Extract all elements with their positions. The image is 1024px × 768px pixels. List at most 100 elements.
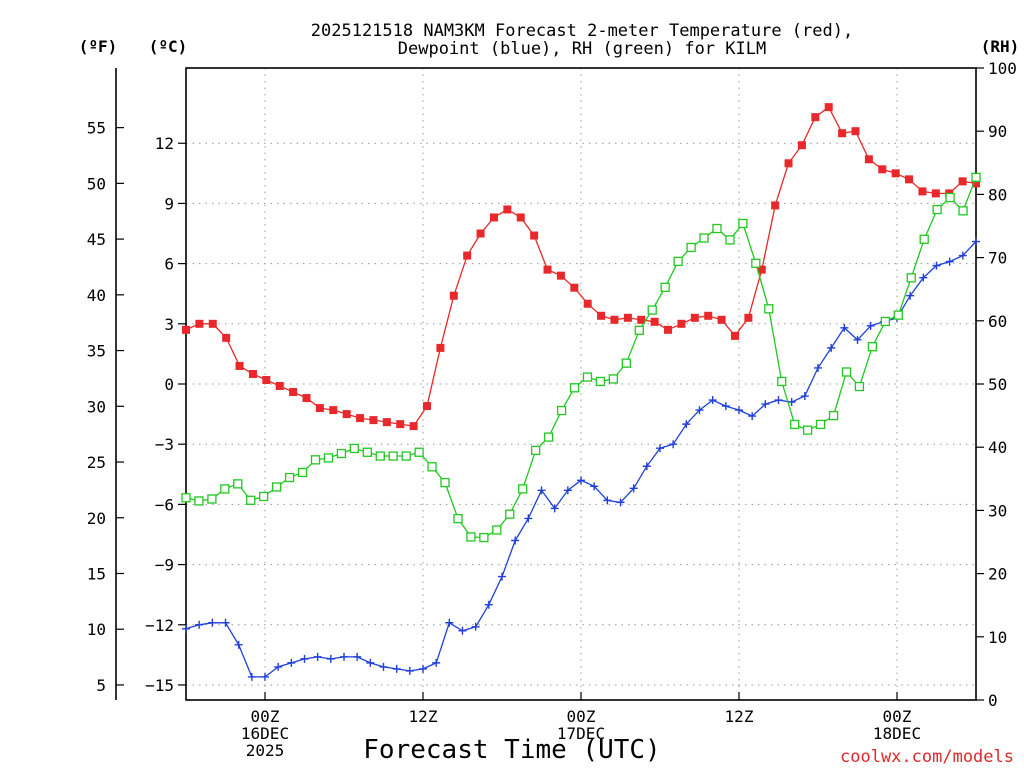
x-axis-title: Forecast Time (UTC) — [363, 735, 660, 765]
dewpoint-point — [458, 626, 467, 635]
temperature-point — [730, 331, 739, 340]
temperature-point — [516, 213, 525, 222]
rh-tick-label: 90 — [988, 122, 1007, 141]
celsius-tick-label: 9 — [164, 194, 174, 213]
temperature-point — [690, 313, 699, 322]
temperature-point — [235, 361, 244, 370]
rh-point — [336, 448, 347, 459]
dewpoint-point — [366, 658, 375, 667]
dewpoint-point — [629, 484, 638, 493]
dewpoint-point — [814, 363, 822, 372]
rh-point — [932, 204, 942, 215]
fahrenheit-tick-label: 5 — [96, 676, 106, 695]
dewpoint-point — [234, 640, 243, 649]
dewpoint-point — [972, 237, 980, 246]
temperature-point — [302, 394, 311, 403]
rh-tick-label: 40 — [988, 438, 1007, 457]
dewpoint-point — [958, 251, 967, 260]
rh-point — [569, 383, 580, 393]
temperature-point — [931, 189, 940, 198]
celsius-tick-label: 12 — [155, 134, 174, 153]
fahrenheit-tick-label: 55 — [87, 119, 106, 138]
dewpoint-point — [353, 652, 362, 661]
dewpoint-point — [748, 412, 757, 421]
temperature-point — [463, 251, 472, 260]
temperature-point — [182, 325, 190, 334]
fahrenheit-axis: 5 10 15 20 25 30 35 40 45 50 55 — [87, 119, 124, 695]
rh-tick-label: 80 — [988, 185, 1007, 204]
dewpoint-point — [853, 335, 862, 344]
rh-point — [880, 316, 890, 327]
fahrenheit-tick-label: 45 — [87, 230, 106, 249]
dewpoint-point — [840, 323, 849, 332]
dewpoint-point — [682, 420, 691, 429]
dewpoint-point — [300, 654, 309, 663]
celsius-unit-label: (ºC) — [149, 37, 188, 56]
temperature-line — [185, 106, 977, 427]
rh-point — [621, 358, 631, 368]
rh-point — [958, 206, 968, 216]
dewpoint-point — [445, 618, 454, 627]
rh-point — [543, 432, 554, 442]
temperature-point — [262, 375, 271, 384]
fahrenheit-tick-label: 35 — [87, 342, 106, 361]
temperature-point — [623, 313, 632, 322]
temperature-point — [958, 177, 967, 186]
rh-point — [388, 451, 398, 461]
rh-point — [401, 451, 411, 461]
dewpoint-point — [247, 672, 256, 681]
dewpoint-point — [774, 396, 783, 405]
celsius-tick-label: 6 — [164, 255, 174, 274]
temperature-point — [811, 113, 820, 122]
rh-point — [634, 325, 644, 335]
rh-point — [297, 467, 308, 478]
time-tick-label: 12Z — [725, 707, 754, 726]
rh-point — [181, 493, 191, 503]
time-tick-label: 00Z — [251, 707, 280, 726]
temperature-point — [864, 155, 873, 164]
celsius-axis: −15 −12 −9 −6 −3 0 3 6 9 12 — [145, 134, 186, 695]
rh-point — [673, 256, 683, 267]
rh-point — [595, 376, 606, 387]
chart-title-line-1: 2025121518 NAM3KM Forecast 2-meter Tempe… — [311, 21, 853, 41]
rh-tick-label: 0 — [988, 691, 998, 710]
dewpoint-point — [261, 672, 269, 681]
time-tick-label: 2025 — [246, 741, 285, 760]
dewpoint-point — [906, 291, 915, 300]
dewpoint-point — [577, 476, 585, 485]
rh-tick-label: 30 — [988, 501, 1007, 520]
rh-point — [647, 305, 657, 315]
dewpoint-point — [484, 600, 493, 609]
temperature-point — [583, 299, 592, 308]
temperature-point — [771, 201, 780, 210]
fahrenheit-unit-label: (ºF) — [79, 37, 118, 56]
dewpoint-point — [919, 273, 928, 282]
temperature-point — [717, 315, 726, 324]
temperature-point — [744, 313, 753, 322]
temperature-point — [329, 406, 338, 415]
time-tick-label: 00Z — [883, 707, 912, 726]
dewpoint-point — [932, 261, 941, 270]
temperature-point — [905, 175, 914, 184]
temperature-point — [838, 129, 847, 138]
temperature-point — [503, 205, 512, 214]
temperature-point — [972, 179, 980, 188]
dewpoint-point — [761, 400, 770, 409]
temperature-point — [757, 265, 766, 274]
rh-tick-label: 60 — [988, 312, 1007, 331]
rh-point — [453, 513, 463, 524]
rh-point — [971, 172, 981, 182]
rh-point — [246, 495, 256, 505]
rh-point — [608, 374, 619, 384]
dewpoint-point — [787, 398, 796, 407]
time-tick-label: 17DEC — [557, 724, 605, 743]
temperature-point — [195, 319, 204, 328]
rh-tick-label: 70 — [988, 249, 1007, 268]
temperature-point — [369, 416, 378, 425]
celsius-tick-label: −6 — [155, 495, 174, 514]
celsius-tick-label: −15 — [145, 676, 174, 695]
dewpoint-point — [511, 536, 520, 545]
chart-title-line-2: Dewpoint (blue), RH (green) for KILM — [398, 39, 766, 59]
rh-point — [375, 451, 385, 461]
fahrenheit-tick-label: 25 — [87, 453, 106, 472]
